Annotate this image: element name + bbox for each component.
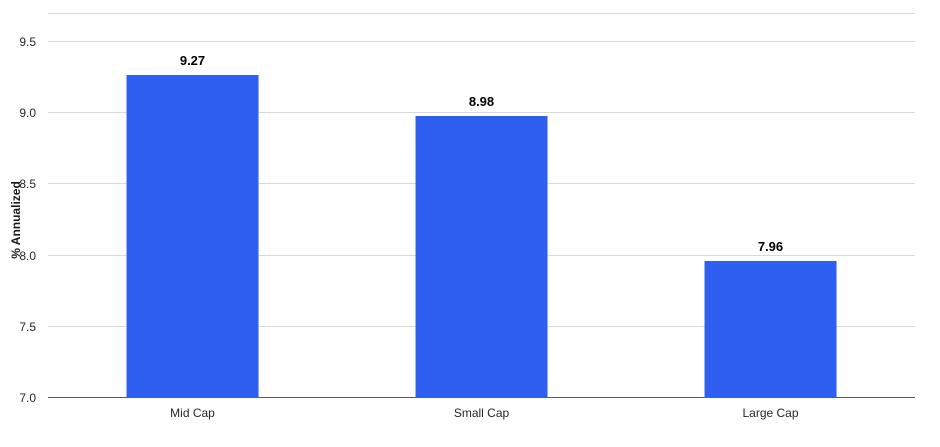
y-tick-label: 8.0 xyxy=(19,248,36,263)
x-tick-label: Large Cap xyxy=(742,406,799,420)
bar-slot: 9.27 xyxy=(48,42,337,398)
gridline xyxy=(48,41,915,42)
bar-slot: 8.98 xyxy=(337,42,626,398)
bar-value-label: 9.27 xyxy=(179,52,206,68)
bar-value-label: 7.96 xyxy=(757,239,784,255)
bars: 9.27 8.98 7.96 xyxy=(48,42,915,398)
plot-area: 9.27 8.98 7.96 xyxy=(48,41,915,398)
bar-slot: 7.96 xyxy=(626,42,915,398)
y-tick-label: 8.5 xyxy=(19,177,36,192)
plot-top-border xyxy=(48,13,915,14)
y-tick-label: 9.5 xyxy=(19,35,36,49)
bar-mid-cap xyxy=(126,74,259,398)
bar-small-cap xyxy=(415,116,548,398)
x-tick-label: Mid Cap xyxy=(170,406,215,420)
y-axis-ticks: 7.0 7.5 8.0 8.5 9.0 9.5 xyxy=(0,36,42,404)
y-tick-label: 7.0 xyxy=(19,391,36,405)
gridline xyxy=(48,112,915,114)
bar-large-cap xyxy=(704,261,837,398)
y-tick-label: 9.0 xyxy=(19,106,36,121)
bar-value-label: 8.98 xyxy=(468,94,495,110)
y-tick-label: 7.5 xyxy=(19,319,36,334)
x-axis-labels: Mid Cap Small Cap Large Cap xyxy=(48,406,915,420)
x-tick-label: Small Cap xyxy=(453,406,510,420)
